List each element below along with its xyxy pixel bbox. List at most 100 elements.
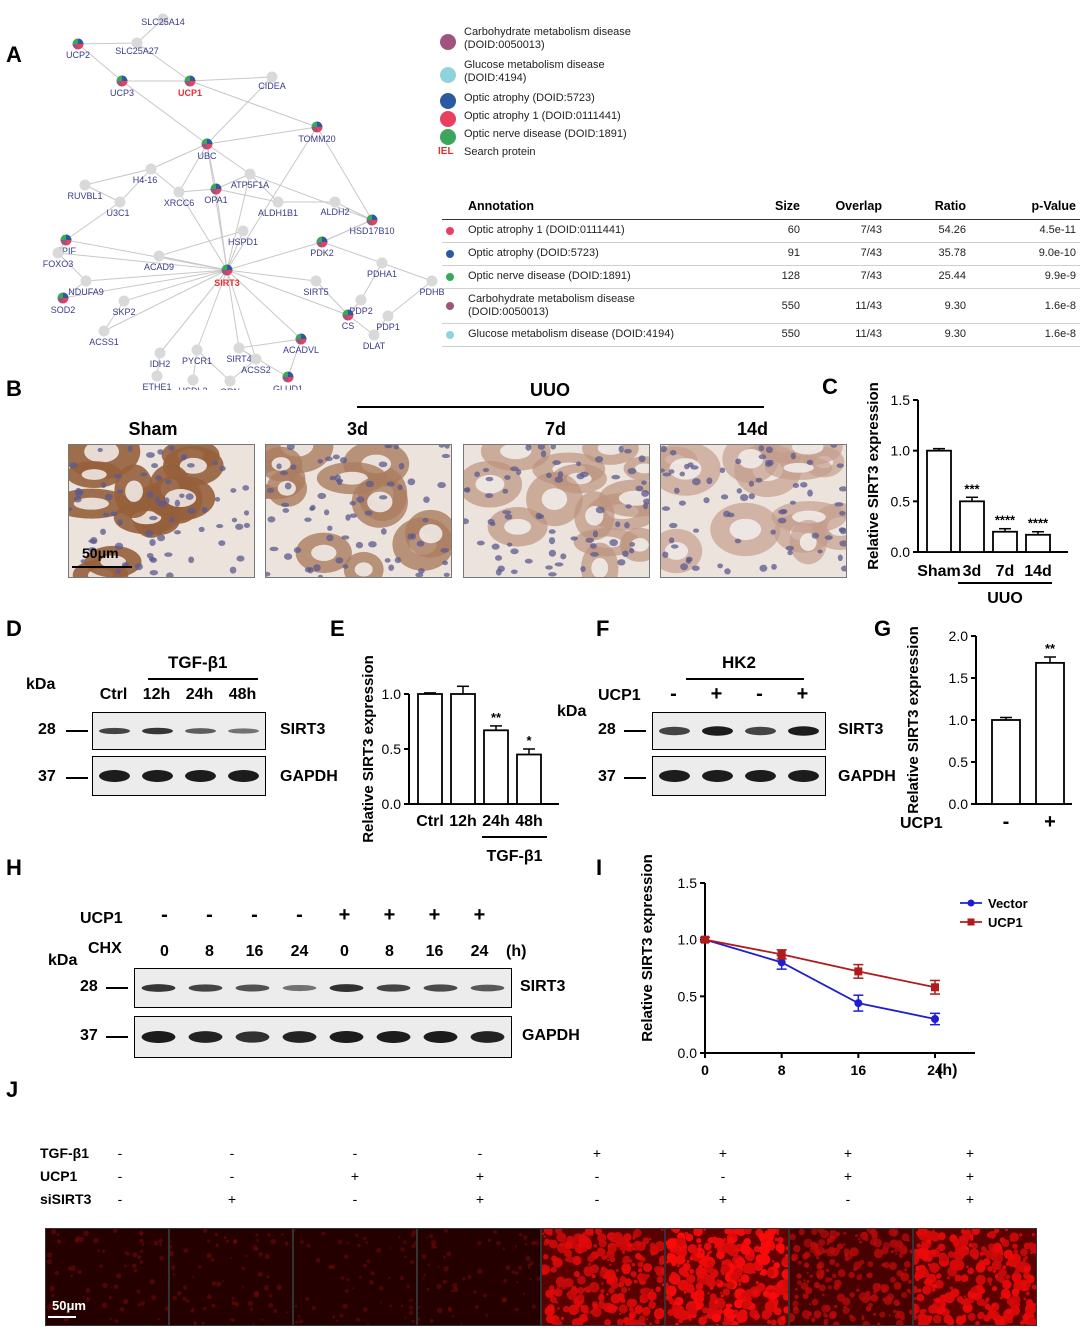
bar xyxy=(450,693,476,805)
ihc-scale-bar xyxy=(72,566,132,568)
blot-band xyxy=(188,984,223,992)
table-row: Optic atrophy (DOID:5723) 91 7/43 35.78 9.0e… xyxy=(442,243,1080,266)
network-node-label: UBC xyxy=(197,151,217,161)
y-tick-label: 1.0 xyxy=(678,932,698,948)
network-edge xyxy=(215,188,228,271)
network-edge xyxy=(65,239,228,271)
condition-sign: - xyxy=(117,1145,123,1161)
table-row: Optic nerve disease (DOID:1891) 128 7/43 25… xyxy=(442,266,1080,289)
network-edge xyxy=(158,230,244,257)
network-edge xyxy=(77,43,123,82)
fluorescence-image xyxy=(913,1228,1037,1326)
network-edge xyxy=(249,173,279,203)
ucp1-sign: - xyxy=(161,904,168,926)
network-node-label: OPA1 xyxy=(204,195,227,205)
y-axis-label: Relative SIRT3 expression xyxy=(639,854,656,1042)
bar xyxy=(1025,533,1051,553)
network-edge xyxy=(249,173,373,221)
blot-band xyxy=(235,984,270,992)
network-node: SLC25A27 xyxy=(115,37,159,56)
blot-band xyxy=(423,984,458,992)
y-tick-label: 2.0 xyxy=(949,628,969,644)
ucp1-sign: + xyxy=(473,904,486,926)
table-cell-pvalue: 9.9e-9 xyxy=(1044,270,1076,282)
annotation-table: Annotation Size Overlap Ratio p-Value Op… xyxy=(442,193,1080,347)
ucp1-sign: + xyxy=(383,904,396,926)
marker-28-h: 28 xyxy=(80,978,98,995)
table-cell-pvalue: 1.6e-8 xyxy=(1044,328,1076,340)
blot-band xyxy=(376,1031,411,1043)
ucp1-sign: - xyxy=(756,683,763,705)
kda-label-d: kDa xyxy=(26,676,56,693)
network-edge xyxy=(315,280,349,316)
network-node: SLC25A14 xyxy=(141,13,185,27)
blot-band xyxy=(788,770,819,782)
condition-sign: + xyxy=(475,1191,485,1207)
blot-band xyxy=(659,770,690,782)
marker-tick-37-f xyxy=(624,777,646,779)
x-tick-label: 24 xyxy=(927,1062,943,1078)
table-cell-pvalue: 9.0e-10 xyxy=(1038,247,1076,259)
significance-marker: **** xyxy=(1028,516,1049,531)
blot-f-gapdh xyxy=(652,756,826,796)
network-node: IDH2 xyxy=(150,347,170,369)
network-node-label: SKP2 xyxy=(112,307,135,317)
legend-label: Carbohydrate metabolism disease (DOID:00… xyxy=(464,26,631,51)
network-edge xyxy=(321,219,373,243)
ihc-label-14d: 14d xyxy=(736,419,769,439)
network-edge xyxy=(229,358,257,382)
blot-h-sirt3 xyxy=(134,968,512,1008)
panel-label-e: E xyxy=(330,616,345,641)
row-color-dot xyxy=(446,227,454,235)
data-point xyxy=(854,999,863,1008)
y-tick-label: 0.5 xyxy=(891,493,911,509)
fluorescence-image xyxy=(541,1228,665,1326)
significance-marker: * xyxy=(526,733,532,748)
network-graph: SLC25A14 UCP2 SLC25A27 UCP3 UCP1 CIDEA TOMM20 U… xyxy=(43,13,445,390)
ucp1-sign: - xyxy=(296,904,303,926)
network-edge xyxy=(136,18,164,44)
network-node: HSD17B10 xyxy=(349,214,395,236)
panel-label-c: C xyxy=(822,374,838,399)
network-edge xyxy=(196,349,231,382)
network-node: H4-16 xyxy=(133,163,158,185)
table-cell-pvalue: 1.6e-8 xyxy=(1044,300,1076,312)
condition-sign: - xyxy=(845,1191,851,1207)
network-node-label: SLC25A27 xyxy=(115,46,159,56)
chx-time: 0 xyxy=(340,943,349,960)
table-cell-overlap: 11/43 xyxy=(855,328,882,340)
x-tick-label: 0 xyxy=(701,1062,709,1078)
y-tick-label: 0.5 xyxy=(382,741,402,757)
blot-d-sirt3 xyxy=(92,712,266,750)
bar xyxy=(417,693,443,805)
marker-tick-28-h xyxy=(106,987,128,989)
network-node-label: GRN xyxy=(220,387,240,390)
category-label: + xyxy=(1044,811,1056,833)
cell-bar-f xyxy=(686,678,804,680)
network-edge xyxy=(136,42,191,82)
marker-37-f: 37 xyxy=(598,768,616,785)
network-edge xyxy=(178,188,217,193)
blot-band xyxy=(745,726,776,736)
network-node-label: PDHA1 xyxy=(367,269,397,279)
condition-sign: - xyxy=(477,1145,483,1161)
network-edge xyxy=(121,80,208,145)
legend-label: UCP1 xyxy=(988,915,1023,930)
blot-band xyxy=(282,1031,317,1043)
category-label: - xyxy=(1003,811,1010,833)
network-node-label: CIDEA xyxy=(258,81,286,91)
ihc-label-3d: 3d xyxy=(346,419,368,439)
col-header-overlap: Overlap xyxy=(835,199,882,213)
fluorescence-image xyxy=(789,1228,913,1326)
legend-swatch xyxy=(440,67,456,83)
network-node-label: H4-16 xyxy=(133,175,158,185)
uuo-group-label-c: UUO xyxy=(987,590,1023,607)
search-protein-icon: IEL xyxy=(438,146,454,157)
blot-band xyxy=(142,770,173,782)
condition-sign: - xyxy=(229,1168,235,1184)
legend-label: Glucose metabolism disease (DOID:4194) xyxy=(464,59,605,84)
table-body: Optic atrophy 1 (DOID:0111441) 60 7/43 54.2… xyxy=(442,220,1080,347)
network-edge xyxy=(226,230,244,271)
network-node-label: SIRT3 xyxy=(214,278,240,288)
category-label: 14d xyxy=(1024,563,1052,580)
